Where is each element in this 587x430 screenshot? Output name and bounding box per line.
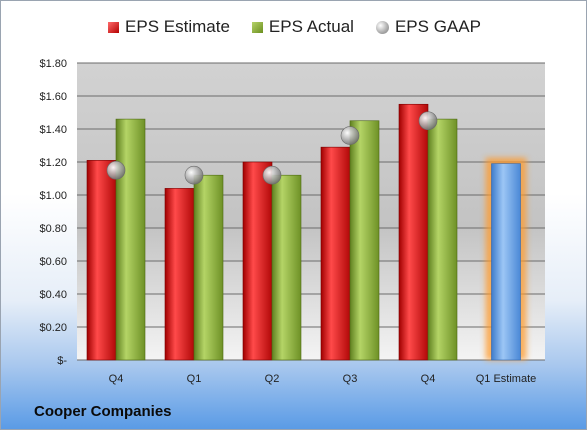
x-tick-label: Q4 (421, 373, 436, 385)
x-tick-label: Q1 (187, 373, 202, 385)
eps-estimate-bar (86, 160, 117, 361)
bars (86, 103, 527, 361)
eps-gaap-marker (340, 126, 360, 145)
legend-item-eps-gaap: EPS GAAP (375, 17, 481, 37)
legend-item-eps-actual: EPS Actual (251, 17, 354, 37)
legend-label-eps-estimate: EPS Estimate (125, 17, 230, 36)
y-tick-label: $1.00 (39, 190, 67, 202)
q1-estimate-bar (491, 163, 521, 361)
y-tick-label: $0.40 (39, 289, 67, 301)
eps-estimate-swatch (108, 21, 120, 33)
y-axis-ticks: $- $0.20 $0.40 $0.60 $0.80 $1.00 $1.20 $1.40 $1.… (39, 58, 67, 367)
eps-gaap-marker (418, 111, 438, 131)
y-tick-label: $1.60 (39, 91, 67, 103)
y-tick-label: $- (57, 355, 67, 367)
eps-gaap-marker (106, 160, 126, 180)
x-tick-label: Q3 (343, 373, 358, 385)
y-tick-label: $1.40 (39, 124, 67, 136)
x-tick-label: Q1 Estimate (476, 373, 537, 385)
eps-actual-bar (271, 174, 302, 361)
y-tick-label: $0.20 (39, 322, 67, 334)
y-tick-label: $1.80 (39, 58, 67, 70)
legend-item-eps-estimate: EPS Estimate (108, 17, 230, 37)
eps-gaap-swatch (375, 20, 389, 34)
x-tick-label: Q2 (265, 373, 280, 385)
eps-estimate-bar (398, 103, 429, 361)
eps-actual-bar (115, 118, 146, 361)
eps-actual-swatch (251, 21, 263, 33)
y-tick-label: $1.20 (39, 157, 67, 169)
eps-estimate-bar (242, 161, 273, 361)
gridlines (77, 62, 545, 361)
x-tick-label: Q4 (109, 373, 124, 385)
eps-estimate-bar (164, 188, 195, 361)
legend-label-eps-actual: EPS Actual (268, 17, 354, 36)
y-tick-label: $0.60 (39, 256, 67, 268)
gaap-markers (106, 111, 438, 185)
eps-gaap-marker (262, 165, 282, 185)
x-axis-labels: Q4 Q1 Q2 Q3 Q4 Q1 Estimate (109, 373, 537, 385)
y-tick-label: $0.80 (39, 223, 67, 235)
plot-area (77, 63, 545, 360)
eps-actual-bar (427, 118, 458, 361)
legend-label-eps-gaap: EPS GAAP (394, 17, 481, 36)
eps-actual-bar (349, 120, 380, 361)
eps-estimate-bar (320, 146, 351, 361)
eps-actual-bar (193, 174, 224, 361)
eps-gaap-marker (184, 165, 204, 185)
legend: EPS Estimate EPS Actual EPS GAAP (1, 17, 586, 37)
company-label: Cooper Companies (34, 403, 172, 420)
